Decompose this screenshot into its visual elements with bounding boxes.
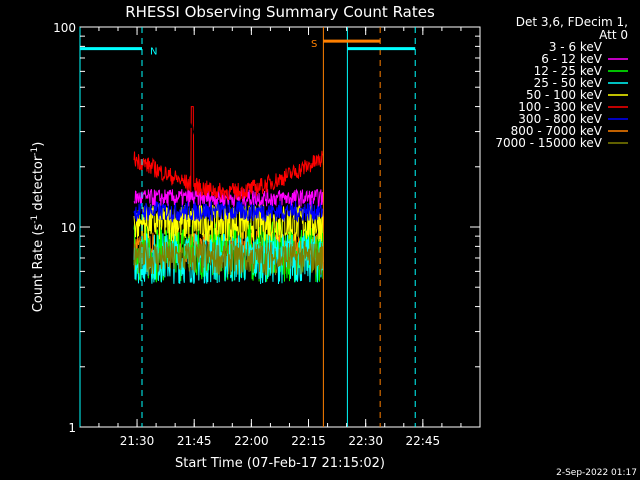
y-label-part-1: Count Rate (s <box>31 224 46 313</box>
legend-label-4: 50 - 100 keV <box>526 88 603 102</box>
series-line-8 <box>133 240 324 276</box>
footer-date: 2-Sep-2022 01:17 <box>556 468 637 478</box>
y-label-exp-2: -1 <box>30 147 40 156</box>
x-tick-label-3: 22:15 <box>291 434 326 448</box>
legend-label-6: 300 - 800 keV <box>518 112 602 126</box>
x-axis-label: Start Time (07-Feb-17 21:15:02) <box>175 456 385 471</box>
y-label-part-3: ) <box>31 142 46 147</box>
y-axis-label: Count Rate (s-1 detector-1) <box>30 142 46 313</box>
chart-title: RHESSI Observing Summary Count Rates <box>125 3 435 21</box>
y-label-exp-1: -1 <box>30 215 40 224</box>
legend-label-3: 25 - 50 keV <box>534 76 603 90</box>
y-label-part-2: detector <box>31 155 46 215</box>
x-tick-label-0: 21:30 <box>120 434 155 448</box>
x-tick-label-5: 22:45 <box>406 434 441 448</box>
orbit-flag-1: S <box>311 39 317 50</box>
series-line-4 <box>133 202 324 242</box>
x-tick-label-2: 22:00 <box>234 434 269 448</box>
legend-label-5: 100 - 300 keV <box>518 100 602 114</box>
marker-layer: NS <box>79 27 416 427</box>
legend-label-8: 7000 - 15000 keV <box>495 136 602 150</box>
legend-header-line-2: Att 0 <box>599 28 628 42</box>
y-tick-label-2: 100 <box>53 21 76 35</box>
series-line-5 <box>133 106 324 201</box>
legend-label-1: 6 - 12 keV <box>541 52 603 66</box>
y-tick-label-0: 1 <box>68 421 76 435</box>
legend-label-7: 800 - 7000 keV <box>511 124 603 138</box>
legend-label-2: 12 - 25 keV <box>534 64 603 78</box>
axis-layer: 21:30 21:45 22:00 22:15 22:30 22:45 1 10 100 <box>53 21 480 448</box>
legend-label-0: 3 - 6 keV <box>549 40 603 54</box>
series-layer <box>133 106 324 285</box>
series-line-0 <box>133 120 324 137</box>
x-tick-label-1: 21:45 <box>177 434 212 448</box>
orbit-flag-0: N <box>150 47 157 58</box>
x-tick-label-4: 22:30 <box>348 434 383 448</box>
y-tick-label-1: 10 <box>61 221 76 235</box>
legend-header-line-1: Det 3,6, FDecim 1, <box>516 15 628 29</box>
